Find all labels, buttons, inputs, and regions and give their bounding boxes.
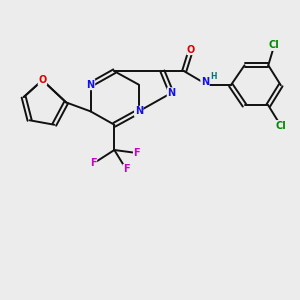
Text: H: H: [210, 72, 217, 81]
Text: Cl: Cl: [275, 121, 286, 130]
Text: N: N: [86, 80, 94, 90]
Text: F: F: [123, 164, 130, 174]
Text: N: N: [201, 76, 209, 87]
Text: F: F: [133, 148, 140, 158]
Text: N: N: [167, 88, 175, 98]
Text: N: N: [135, 106, 143, 116]
Text: Cl: Cl: [269, 40, 280, 50]
Text: O: O: [38, 75, 46, 85]
Text: O: O: [187, 44, 195, 55]
Text: F: F: [90, 158, 97, 168]
